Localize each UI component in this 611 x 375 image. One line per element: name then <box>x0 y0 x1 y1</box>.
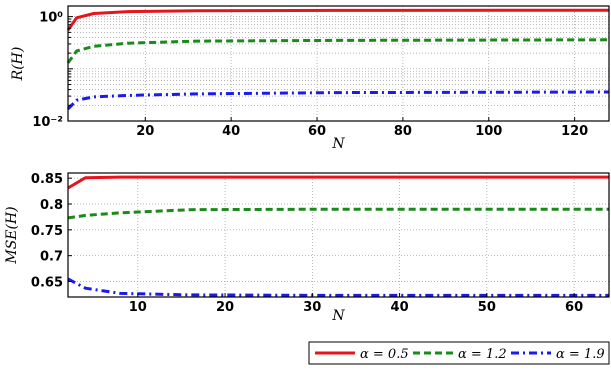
legend-entries: α = 0.5 α = 1.2 α = 1.9 <box>315 347 605 362</box>
legend-box <box>308 341 610 365</box>
top-series-line-3 <box>66 90 610 111</box>
top-grid <box>68 6 609 122</box>
bot-y-tick-label: 0.85 <box>31 172 63 187</box>
bot-x-tick-label: 60 <box>565 300 583 315</box>
top-x-axis-label: N <box>331 136 345 152</box>
top-y-tick-label: 10⁻² <box>32 115 63 130</box>
bot-x-tick-label: 10 <box>129 300 147 315</box>
bot-x-tick-label: 30 <box>303 300 321 315</box>
legend-label-2: α = 1.2 <box>458 347 507 362</box>
top-x-tick-label: 40 <box>222 124 240 139</box>
bot-x-tick-label: 40 <box>391 300 409 315</box>
top-x-tick-label: 120 <box>561 124 588 139</box>
bottom-y-axis-label: MSE(H) <box>4 206 20 264</box>
bottom-x-axis-label: N <box>331 308 345 324</box>
bot-y-tick-label: 0.75 <box>31 224 63 239</box>
bottom-chart-panel: 10 20 30 40 50 60 0.65 0.7 0.75 0.8 0.85 N MSE(H) <box>4 172 610 324</box>
bot-y-tick-label: 0.7 <box>40 250 63 265</box>
bot-series-line-2 <box>67 207 609 220</box>
top-ticks: 20 40 60 80 100 120 10⁻² 10⁰ <box>32 11 588 139</box>
bot-y-tick-label: 0.65 <box>31 276 63 291</box>
top-y-axis-label: R(H) <box>10 47 26 82</box>
top-series-line-1 <box>66 8 610 32</box>
legend-label-1: α = 0.5 <box>360 347 409 362</box>
bottom-ticks: 10 20 30 40 50 60 0.65 0.7 0.75 0.8 0.85 <box>31 172 583 315</box>
bottom-grid <box>68 173 609 297</box>
top-series-lines <box>66 8 610 111</box>
bottom-series-lines <box>67 175 609 297</box>
legend-label-3: α = 1.9 <box>556 347 605 362</box>
top-chart-panel: 20 40 60 80 100 120 10⁻² 10⁰ N R(H) <box>10 5 610 152</box>
bot-x-tick-label: 20 <box>216 300 234 315</box>
top-x-tick-label: 100 <box>475 124 502 139</box>
top-plot-frame <box>67 5 610 122</box>
bot-series-line-1 <box>67 175 609 190</box>
bot-series-line-3 <box>67 277 609 297</box>
top-x-tick-label: 80 <box>394 124 412 139</box>
top-x-tick-label: 60 <box>308 124 326 139</box>
top-x-tick-label: 20 <box>136 124 154 139</box>
bot-x-tick-label: 50 <box>478 300 496 315</box>
top-series-line-2 <box>66 38 610 64</box>
top-y-tick-label: 10⁰ <box>39 11 63 26</box>
bot-y-tick-label: 0.8 <box>40 198 63 213</box>
bottom-plot-frame <box>67 172 610 298</box>
legend: α = 0.5 α = 1.2 α = 1.9 <box>308 341 610 365</box>
